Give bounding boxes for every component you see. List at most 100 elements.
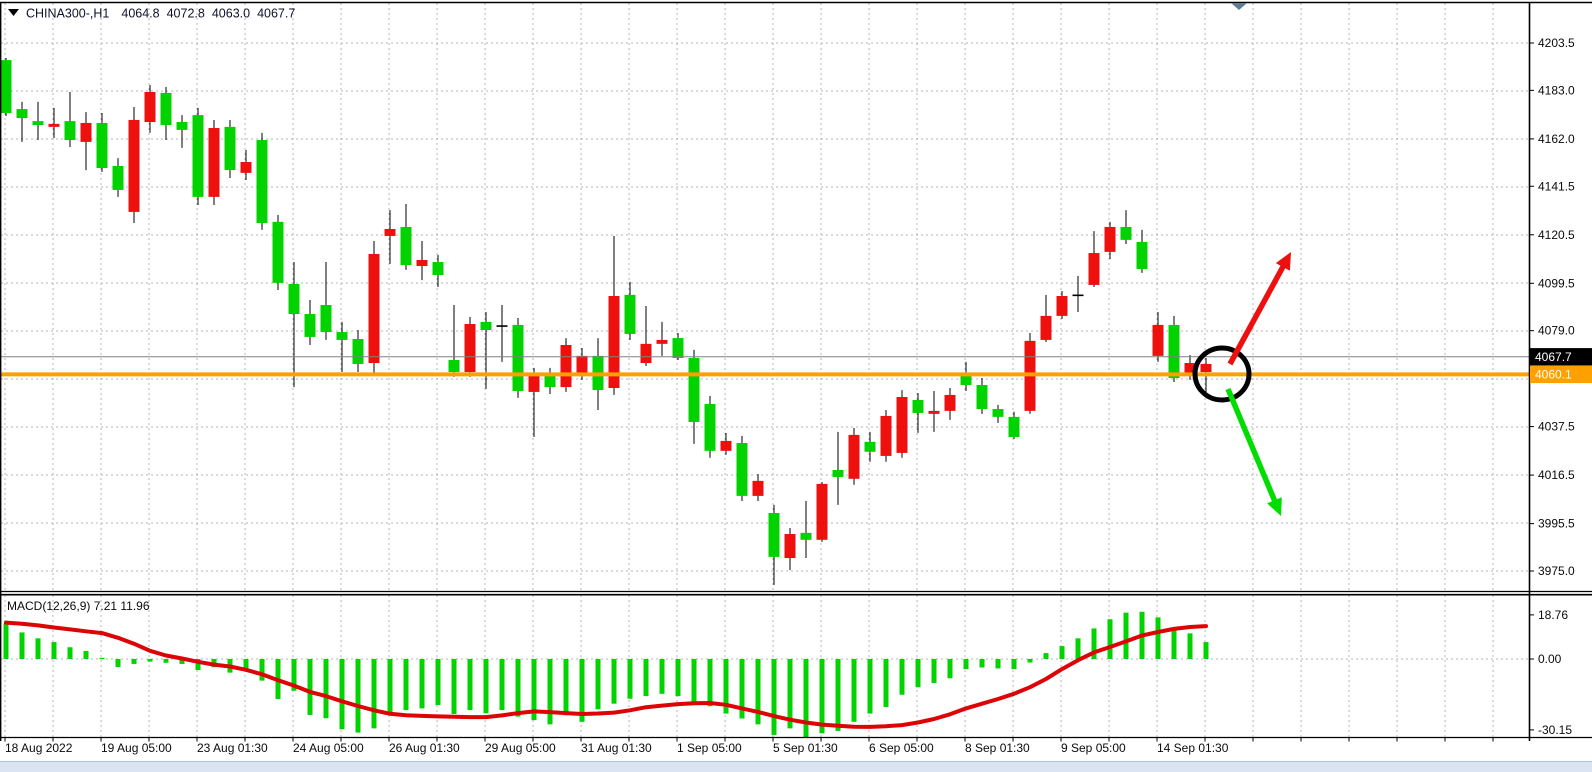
candle-body [832,470,844,477]
candle-body [912,400,924,413]
candle [608,235,620,395]
candle-body [800,532,812,540]
candle [400,204,412,270]
window-bottom-strip [0,761,1592,772]
candle [816,482,828,542]
macd-histogram-bar [979,659,985,668]
price-axis-label: 4141.5 [1538,179,1575,193]
candle-body [112,165,124,190]
candle-body [320,305,332,333]
candle-body [784,534,796,559]
candle [256,132,268,230]
symbol-ohlc-line: CHINA300-,H1 4064.8 4072.8 4063.0 4067.7 [26,7,295,21]
macd-histogram-bar [1075,638,1081,659]
candle [1136,229,1148,273]
bullish-scenario-arrow[interactable] [1227,252,1291,366]
candle [1072,275,1084,312]
macd-histogram-bar [739,659,745,719]
candle-body [944,394,956,411]
drawing-annotations[interactable] [1192,252,1291,516]
price-axis-label: 3975.0 [1538,564,1575,578]
macd-histogram-bar [483,659,489,714]
candle-body [688,357,700,422]
macd-histogram-bar [899,659,905,695]
macd-histogram-bar [3,623,9,659]
candle-body [336,332,348,340]
current-price-label: 4067.7 [1530,348,1592,366]
macd-histogram-bar [1091,628,1097,659]
price-axis-label: 4079.0 [1538,324,1575,338]
candle-body [656,339,668,344]
macd-histogram-bar [835,659,841,731]
candle-body [1,60,12,114]
price-axis-label: 4162.0 [1538,132,1575,146]
candle [640,305,652,367]
candle [192,107,204,205]
macd-histogram-bar [403,659,409,711]
candle [1200,357,1212,398]
candle-body [384,229,396,236]
bearish-scenario-arrow[interactable] [1225,387,1282,516]
macd-histogram-bar [83,651,89,659]
candle [128,107,140,224]
candle-body [480,321,492,330]
candle [1008,411,1020,439]
candle-body [1120,226,1132,240]
macd-histogram-bar [1187,633,1193,659]
ohlc-close: 4067.7 [257,7,295,21]
macd-histogram-bar [1059,646,1065,659]
candle-body [368,253,380,364]
candle [864,431,876,462]
macd-histogram-bar [35,638,41,659]
macd-histogram-bar [531,659,537,721]
macd-histogram-bar [643,659,649,697]
candle [64,91,76,147]
arrow-shaft [1227,262,1288,366]
time-axis-label: 5 Sep 01:30 [773,741,838,755]
candle [272,214,284,291]
candle-body [608,296,620,388]
candle [464,317,476,377]
macd-histogram-bar [915,659,921,688]
candle [32,101,44,141]
candle [624,281,636,340]
candle-body [640,343,652,364]
macd-histogram-bar [99,657,105,659]
macd-histogram-bar [611,659,617,704]
candle-body [528,373,540,392]
candle [896,390,908,458]
candle-body [768,512,780,557]
candle [832,431,844,505]
candle-body [1088,253,1100,285]
macd-histogram-bar [755,659,761,725]
price-axis-label: 4203.5 [1538,36,1575,50]
candle [1104,221,1116,260]
candle [448,305,460,377]
macd-histogram-bar [659,659,665,694]
macd-panel[interactable] [3,611,1209,738]
candle-body [416,259,428,266]
svg-text:4067.7: 4067.7 [1535,350,1572,364]
macd-axis-label: -30.15 [1538,723,1572,737]
time-axis-label: 19 Aug 05:00 [101,741,172,755]
candle [96,113,108,172]
macd-histogram-bar [1107,619,1113,659]
candle-body [208,128,220,197]
macd-histogram-bar [179,659,185,664]
time-axis-label: 31 Aug 01:30 [581,741,652,755]
time-axis-label: 18 Aug 2022 [5,741,73,755]
macd-histogram-bar [307,659,313,715]
candle [208,119,220,205]
symbol-dropdown-icon[interactable] [8,9,19,16]
chart-shift-marker-icon[interactable] [1231,3,1247,10]
candle-body [224,126,236,171]
candle-body [16,109,28,119]
candle-body [352,339,364,364]
macd-histogram-bar [627,659,633,699]
candle [1120,210,1132,245]
macd-histogram-bar [819,659,825,734]
macd-histogram-bar [787,659,793,729]
breakout-circle-annotation[interactable] [1192,345,1252,403]
candle [176,115,188,148]
candle-body [80,122,92,142]
